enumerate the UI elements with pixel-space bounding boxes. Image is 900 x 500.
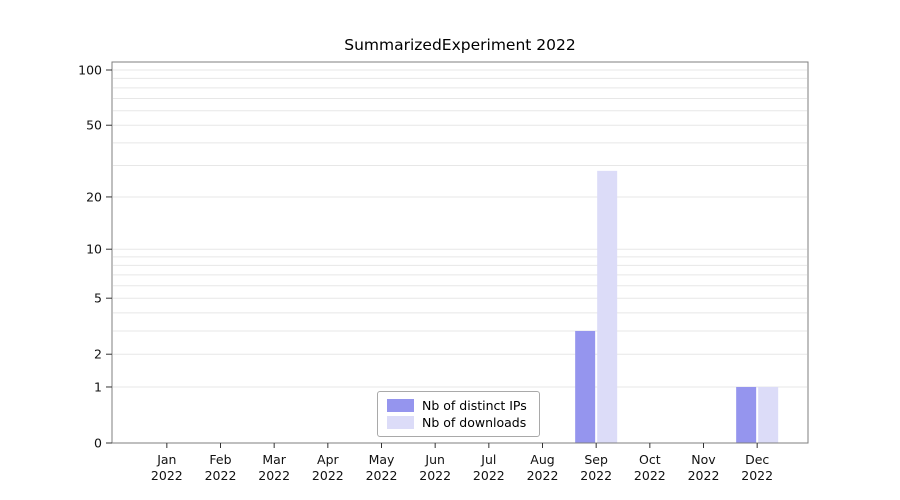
chart-title: SummarizedExperiment 2022 (344, 36, 576, 54)
plot-frame (111, 61, 809, 444)
bar-downloads (597, 170, 618, 443)
y-tick-label: 0 (94, 436, 102, 451)
y-tick-label: 5 (94, 291, 102, 306)
y-tick-label: 50 (86, 118, 102, 133)
x-tick-label: Nov 2022 (688, 452, 720, 483)
x-axis: Jan 2022 Feb 2022 Mar 2022 Apr 2022 May 2022 Jun 20… (151, 443, 773, 483)
bar-downloads (758, 386, 779, 443)
legend-label-distinct-ips: Nb of distinct IPs (422, 398, 527, 413)
x-tick-label: Jun 2022 (419, 452, 451, 483)
y-tick-label: 1 (94, 379, 102, 394)
x-tick-label: Mar 2022 (258, 452, 290, 483)
x-tick-label: Apr 2022 (312, 452, 344, 483)
y-tick-label: 2 (94, 347, 102, 362)
bar-distinct-ips (575, 330, 596, 443)
series-downloads (597, 170, 779, 443)
y-tick-label: 100 (78, 63, 102, 78)
legend-item-downloads: Nb of downloads (387, 415, 530, 430)
x-tick-label: Dec 2022 (741, 452, 773, 483)
y-tick-label: 20 (86, 189, 102, 204)
legend-swatch-downloads (387, 416, 414, 429)
gridlines (113, 69, 807, 388)
x-tick-label: May 2022 (366, 452, 398, 483)
legend-swatch-distinct-ips (387, 399, 414, 412)
x-tick-label: Sep 2022 (580, 452, 612, 483)
bar-distinct-ips (736, 386, 757, 443)
x-tick-label: Feb 2022 (205, 452, 237, 483)
legend: Nb of distinct IPs Nb of downloads (377, 391, 540, 437)
x-tick-label: Jul 2022 (473, 452, 505, 483)
x-tick-label: Jan 2022 (151, 452, 183, 483)
x-tick-label: Aug 2022 (527, 452, 559, 483)
series-distinct-ips (575, 330, 757, 443)
legend-label-downloads: Nb of downloads (422, 415, 527, 430)
y-axis: 0 1 2 5 10 20 50 100 (78, 63, 112, 451)
legend-item-distinct-ips: Nb of distinct IPs (387, 398, 530, 413)
y-tick-label: 10 (86, 242, 102, 257)
x-tick-label: Oct 2022 (634, 452, 666, 483)
